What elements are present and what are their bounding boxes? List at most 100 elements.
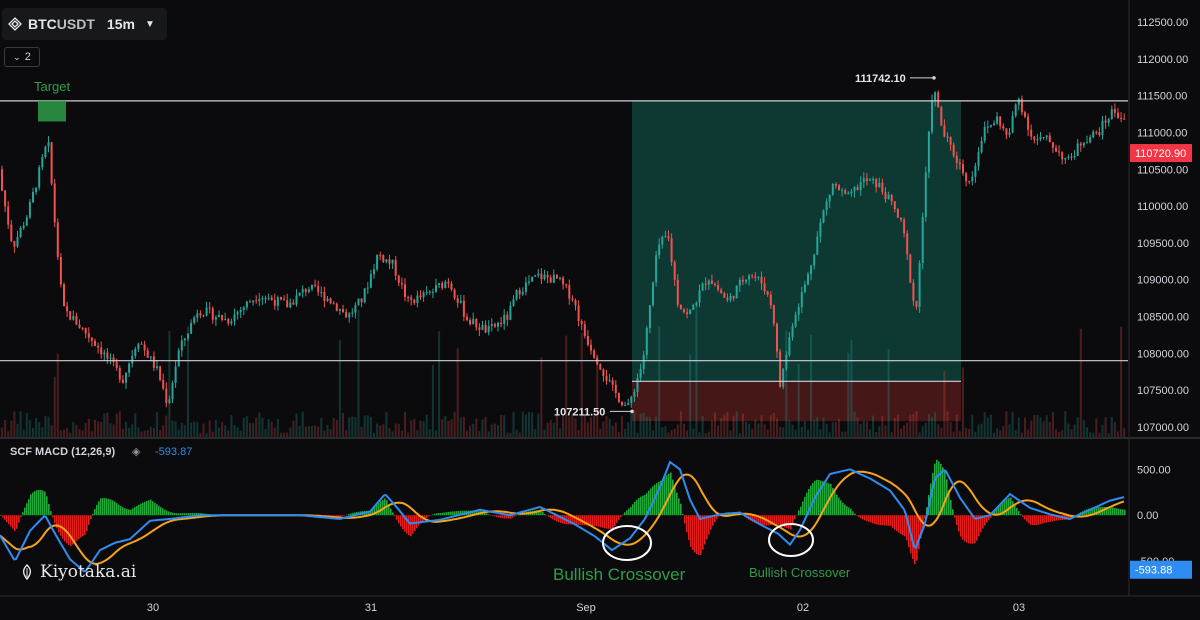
volume-bar [404, 411, 406, 437]
histogram-bar [942, 467, 944, 516]
volume-bar [1113, 422, 1116, 437]
candle-body [459, 300, 462, 303]
time-tick-label: 02 [797, 602, 809, 614]
histogram-bar [80, 515, 82, 538]
volume-bar [478, 431, 481, 437]
collapse-indicators-button[interactable]: ⌄ 2 [4, 47, 40, 67]
histogram-bar [144, 501, 146, 516]
diamond-icon[interactable]: ◈ [132, 446, 141, 458]
candle-body [605, 376, 608, 381]
candle-body [1104, 120, 1107, 123]
histogram-bar [108, 498, 110, 516]
time-axis[interactable]: 30 31 Sep 02 03 [147, 602, 1025, 614]
histogram-bar [98, 501, 100, 516]
histogram-bar [542, 512, 544, 516]
time-tick-label: 03 [1013, 602, 1025, 614]
histogram-bar [122, 507, 124, 516]
histogram-bar [38, 489, 40, 516]
histogram-bar [378, 502, 380, 516]
loss-zone[interactable] [632, 381, 961, 422]
volume-bar [552, 422, 555, 437]
histogram-bar [982, 515, 984, 529]
candle-body [472, 318, 475, 325]
price-tick-label: 109000.00 [1137, 275, 1189, 287]
volume-bar [648, 416, 651, 437]
macd-scale[interactable]: 500.000.00-500.00-593.88 [1130, 464, 1192, 579]
histogram-bar [502, 515, 504, 519]
volume-bar [599, 428, 602, 437]
histogram-bar [156, 504, 158, 516]
candle-body [149, 356, 152, 358]
symbol-header[interactable]: BTCUSDT 15m ▼ [2, 8, 167, 40]
histogram-bar [804, 496, 806, 516]
volume-bar [311, 426, 313, 437]
candle-body [143, 344, 146, 351]
symbol-name[interactable]: BTCUSDT [28, 16, 95, 32]
macd-tick-label: 0.00 [1137, 510, 1158, 522]
candle-body [586, 335, 589, 345]
horizontal-levels[interactable] [0, 100, 1128, 382]
histogram-bar [492, 515, 494, 516]
histogram-bar [966, 515, 968, 543]
volume-bar [695, 303, 698, 437]
candle-body [738, 279, 741, 286]
candle-body [741, 279, 744, 282]
candle-body [1061, 152, 1064, 160]
histogram-bar [660, 480, 662, 516]
timeframe-selector[interactable]: 15m [106, 16, 135, 32]
candle-body [946, 136, 949, 138]
volume-bar [72, 422, 75, 437]
candle-body [394, 259, 397, 276]
candle-body [828, 194, 831, 202]
price-scale[interactable]: 112500.00 112000.00 111500.00 111000.00 1105… [1130, 17, 1192, 434]
volume-bar [869, 429, 871, 437]
histogram-bar [560, 515, 562, 523]
volume-bar [890, 432, 893, 437]
volume-bar [183, 425, 186, 437]
volume-bar [999, 430, 1002, 437]
histogram-bar [590, 515, 592, 526]
profit-zone[interactable] [632, 101, 961, 382]
volume-bar [369, 416, 372, 437]
volume-bar [931, 416, 933, 437]
candle-body [1, 169, 3, 191]
histogram-bar [628, 508, 630, 516]
volume-bar [859, 423, 862, 437]
candle-body [788, 337, 791, 355]
histogram-bar [806, 492, 808, 516]
histogram-bar [1006, 498, 1008, 516]
histogram-bar [26, 503, 28, 516]
candle-body [664, 236, 667, 238]
volume-bar [459, 417, 462, 437]
candle-body [1008, 132, 1011, 135]
histogram-bar [934, 463, 936, 516]
candle-body [1055, 147, 1057, 152]
candle-body [174, 366, 177, 383]
chevron-down-icon[interactable]: ▼ [144, 18, 155, 30]
histogram-bar [636, 499, 638, 516]
histogram-bar [606, 515, 608, 529]
histogram-bar [802, 501, 804, 516]
indicator-title[interactable]: SCF MACD (12,26,9) [10, 446, 116, 458]
candle-body [211, 308, 214, 320]
histogram-bar [544, 513, 546, 516]
volume-bar [1086, 427, 1088, 437]
candle-body [7, 206, 10, 225]
volume-bar [376, 423, 379, 437]
candle-body [146, 350, 149, 358]
candle-body [847, 193, 850, 195]
candle-body [906, 233, 909, 255]
candle-body [912, 282, 915, 301]
volume-bar [903, 425, 906, 437]
candle-body [466, 316, 468, 320]
volume-bar [394, 423, 397, 437]
volume-bar [152, 427, 155, 437]
volume-bar [304, 426, 307, 437]
histogram-bar [702, 515, 704, 550]
volume-bar [109, 423, 112, 437]
volume-bar [221, 422, 224, 437]
watermark: Kiyotaka.ai [18, 562, 136, 582]
candle-body [221, 315, 224, 320]
candle-body [853, 187, 856, 192]
